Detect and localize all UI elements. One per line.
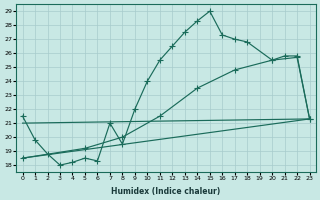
- X-axis label: Humidex (Indice chaleur): Humidex (Indice chaleur): [111, 187, 221, 196]
